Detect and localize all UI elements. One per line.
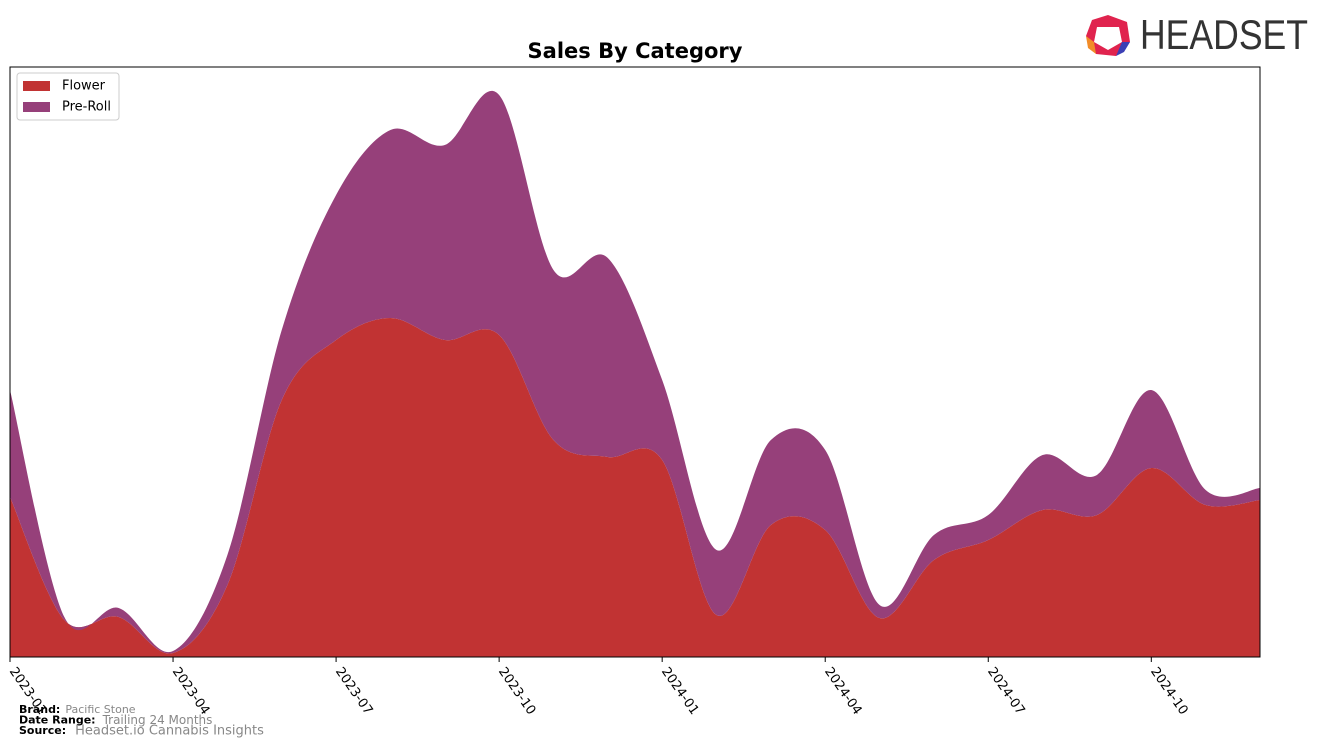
logo-text: HEADSET <box>1140 11 1308 58</box>
x-tick-label: 2023-10 <box>495 665 538 718</box>
x-tick-label: 2023-04 <box>169 665 212 718</box>
legend-swatch <box>23 81 50 91</box>
x-tick-label: 2024-10 <box>1147 665 1190 718</box>
legend-label: Pre-Roll <box>62 100 111 115</box>
x-tick-label: 2024-01 <box>658 665 701 718</box>
legend: Flower Pre-Roll <box>16 72 120 121</box>
area <box>10 318 1260 657</box>
x-tick-label: 2023-07 <box>332 665 375 718</box>
x-tick-label: 2024-07 <box>984 665 1027 718</box>
x-tick-label: 2024-04 <box>821 665 864 718</box>
footer-value: Pacific Stone <box>65 703 135 716</box>
logo-icon-part <box>1116 42 1130 56</box>
legend-label: Flower <box>62 79 106 94</box>
logo: HEADSET <box>1086 11 1308 58</box>
footer-value: Trailing 24 Months <box>102 713 213 727</box>
chart-title: Sales By Category <box>528 39 743 63</box>
legend-swatch <box>23 102 50 112</box>
footer-label: Source: <box>19 724 66 737</box>
footer-label: Date Range: <box>19 714 96 727</box>
logo-icon-part <box>1086 36 1096 54</box>
plot-area <box>10 90 1260 657</box>
area <box>10 90 1260 654</box>
plot-frame <box>9 66 1261 658</box>
footer-label: Brand: <box>19 703 60 716</box>
footer-value: Headset.io Cannabis Insights <box>75 724 264 739</box>
logo-icon-hole <box>1094 27 1122 50</box>
